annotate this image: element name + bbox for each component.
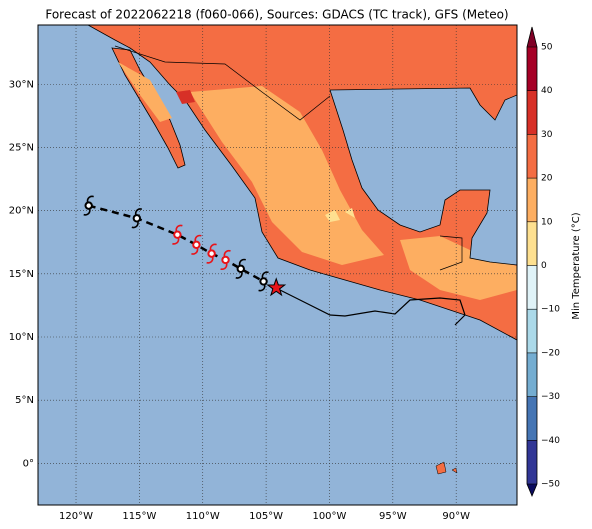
cyclone-arms — [172, 224, 183, 245]
cyclone-arms — [258, 271, 269, 292]
cyclone-symbol — [191, 234, 202, 255]
y-tick-label: 20°N — [9, 206, 34, 217]
cyclone-eye — [84, 201, 93, 210]
colorbar-bin — [527, 47, 537, 91]
cyclone-eye — [259, 277, 268, 286]
x-tick-label: 105°W — [249, 511, 283, 522]
cyclone-symbol — [206, 243, 217, 264]
x-tick-label: 110°W — [186, 511, 220, 522]
y-tick-label: 0° — [23, 458, 34, 469]
cyclone-eye — [173, 230, 182, 239]
colorbar-bin — [527, 90, 537, 135]
cyclone-arms — [131, 208, 143, 229]
colorbar-tick-label: −10 — [541, 305, 560, 315]
colorbar-bin — [527, 309, 537, 353]
colorbar-tick-label: 20 — [541, 174, 553, 184]
colorbar-tick-label: −40 — [541, 436, 560, 446]
colorbar-label: Min Temperature (°C) — [571, 212, 582, 319]
y-tick-label: 15°N — [9, 269, 34, 280]
map-frame — [37, 24, 518, 506]
cyclone-symbol — [83, 195, 94, 216]
colorbar-bin — [527, 396, 537, 441]
cyclone-symbol — [131, 208, 143, 229]
colorbar-bin — [527, 134, 537, 179]
cyclone-eye — [236, 264, 245, 273]
cyclone-arms — [206, 243, 217, 264]
y-tick-label: 5°N — [15, 395, 34, 406]
x-tick-label: 100°W — [312, 511, 346, 522]
land — [87, 25, 517, 475]
colorbar-tick-label: 0 — [541, 261, 547, 271]
x-tick-label: 115°W — [122, 511, 156, 522]
cyclone-eye — [207, 249, 216, 258]
map-title: Forecast of 2022062218 (f060-066), Sourc… — [45, 8, 508, 22]
y-tick-label: 10°N — [9, 332, 34, 343]
cyclone-arms — [191, 234, 202, 255]
cyclone-symbol — [258, 271, 269, 292]
cyclone-symbol — [172, 224, 183, 245]
cyclone-arms — [235, 258, 247, 279]
colorbar-bin — [527, 221, 537, 266]
x-tick-label: 120°W — [59, 511, 93, 522]
track — [83, 195, 287, 297]
warm-baja — [118, 62, 172, 122]
border — [439, 235, 463, 271]
colorbar-extend-min — [527, 484, 537, 496]
cyclone-symbol — [235, 258, 247, 279]
mild-patch — [325, 208, 355, 222]
x-tick-label: 95°W — [379, 511, 407, 522]
cyclone-symbol — [220, 249, 231, 270]
colorbar-tick-label: −30 — [541, 392, 560, 402]
gulf-of-mexico — [329, 87, 517, 266]
cyclone-arms — [83, 195, 94, 216]
colorbar-tick-label: 40 — [541, 86, 553, 96]
colorbar: −50 −40 −30 −20 −10 0 10 20 30 40 50 — [526, 26, 560, 498]
cyclone-eye — [221, 255, 230, 265]
colorbar-bin — [527, 265, 537, 310]
colorbar-tick-label: 30 — [541, 130, 553, 140]
y-tick-label: 30°N — [9, 79, 34, 90]
warm-central-america — [400, 236, 517, 300]
grid — [38, 25, 517, 505]
colorbar-bin — [527, 178, 537, 222]
colorbar-tick-label: 10 — [541, 217, 553, 227]
current-position — [266, 277, 287, 297]
hot-patch — [176, 90, 195, 104]
y-tick-label: 25°N — [9, 143, 34, 154]
colorbar-tick-label: 50 — [541, 43, 553, 53]
cyclone-arms — [220, 249, 231, 270]
x-tick-label: 90°W — [442, 511, 470, 522]
colorbar-tick-label: −20 — [541, 348, 560, 358]
colorbar-extend-max — [527, 27, 537, 47]
cyclone-eye — [192, 240, 201, 249]
colorbar-tick-label: −50 — [541, 480, 560, 490]
colorbar-bin — [527, 352, 537, 397]
galapagos — [435, 461, 458, 475]
border — [114, 45, 331, 121]
colorbar-bin — [527, 440, 537, 484]
past-track — [275, 287, 466, 326]
cyclone-eye — [132, 214, 142, 223]
